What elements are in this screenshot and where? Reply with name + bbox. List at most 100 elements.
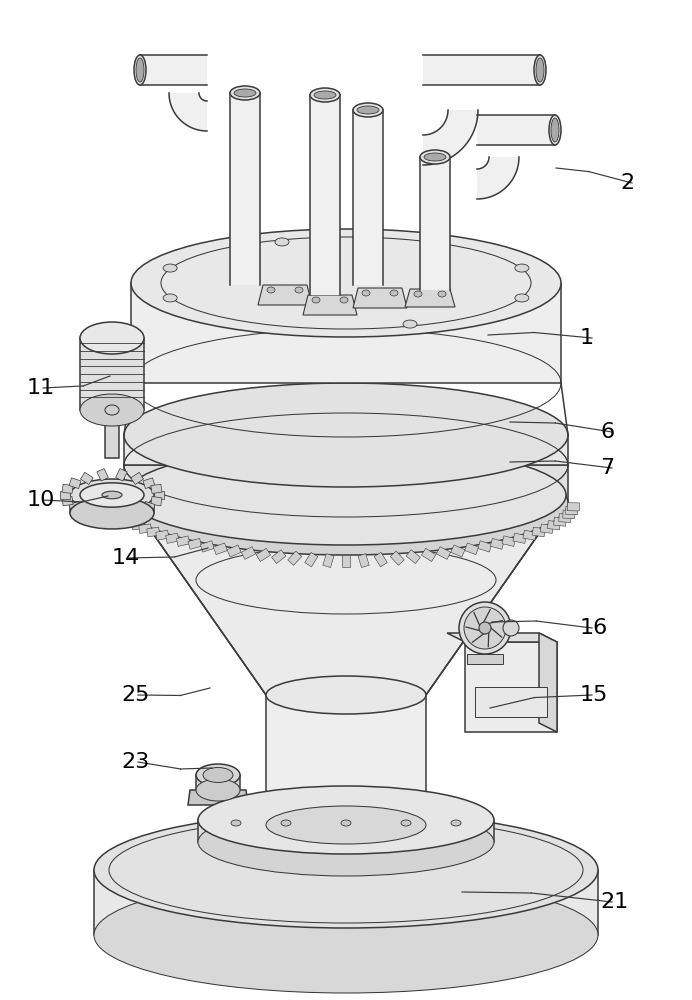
Ellipse shape — [198, 808, 494, 876]
Ellipse shape — [340, 297, 348, 303]
Polygon shape — [94, 870, 598, 935]
Polygon shape — [558, 514, 572, 522]
Ellipse shape — [94, 877, 598, 993]
Ellipse shape — [266, 676, 426, 714]
Ellipse shape — [163, 294, 177, 302]
Text: 6: 6 — [600, 422, 614, 442]
Text: 14: 14 — [111, 548, 140, 568]
Polygon shape — [227, 545, 242, 557]
Polygon shape — [124, 435, 568, 465]
Polygon shape — [126, 495, 566, 695]
Polygon shape — [565, 506, 578, 515]
Polygon shape — [554, 517, 566, 526]
Ellipse shape — [105, 405, 119, 415]
Polygon shape — [230, 93, 260, 285]
Ellipse shape — [163, 264, 177, 272]
Text: 25: 25 — [122, 685, 150, 705]
Ellipse shape — [536, 58, 544, 82]
Polygon shape — [131, 521, 145, 530]
Polygon shape — [147, 527, 160, 537]
Ellipse shape — [102, 491, 122, 499]
Text: 1: 1 — [580, 328, 594, 348]
Polygon shape — [113, 503, 125, 511]
Ellipse shape — [424, 153, 446, 161]
Ellipse shape — [551, 118, 559, 142]
Ellipse shape — [136, 58, 144, 82]
Ellipse shape — [203, 768, 233, 782]
Bar — [467, 654, 503, 664]
Polygon shape — [169, 93, 207, 131]
Polygon shape — [358, 554, 369, 568]
Polygon shape — [143, 478, 155, 489]
Polygon shape — [420, 157, 450, 290]
Text: 11: 11 — [27, 378, 55, 398]
Ellipse shape — [94, 812, 598, 928]
Polygon shape — [353, 288, 407, 308]
Polygon shape — [447, 633, 557, 642]
Ellipse shape — [438, 291, 446, 297]
Polygon shape — [310, 95, 340, 295]
Polygon shape — [567, 503, 579, 511]
Ellipse shape — [196, 779, 240, 801]
Polygon shape — [390, 551, 404, 565]
Ellipse shape — [295, 287, 303, 293]
Ellipse shape — [403, 320, 417, 328]
Polygon shape — [540, 524, 554, 533]
Text: 2: 2 — [620, 173, 634, 193]
Polygon shape — [405, 289, 455, 307]
Ellipse shape — [70, 479, 154, 511]
Polygon shape — [120, 514, 134, 522]
Polygon shape — [138, 524, 152, 533]
Polygon shape — [151, 496, 162, 506]
Ellipse shape — [80, 483, 144, 507]
Ellipse shape — [534, 55, 546, 85]
Text: 16: 16 — [580, 618, 608, 638]
Polygon shape — [271, 550, 286, 564]
Text: 23: 23 — [122, 752, 150, 772]
Polygon shape — [198, 820, 494, 842]
Polygon shape — [342, 555, 350, 567]
Polygon shape — [477, 115, 555, 145]
Polygon shape — [465, 642, 557, 732]
Ellipse shape — [312, 297, 320, 303]
Polygon shape — [513, 533, 527, 543]
Ellipse shape — [420, 150, 450, 164]
Polygon shape — [200, 541, 214, 552]
Ellipse shape — [515, 294, 529, 302]
Ellipse shape — [126, 445, 566, 545]
Ellipse shape — [196, 764, 240, 786]
Polygon shape — [258, 285, 312, 305]
Ellipse shape — [281, 820, 291, 826]
Polygon shape — [69, 501, 81, 512]
Ellipse shape — [310, 88, 340, 102]
Polygon shape — [547, 521, 561, 530]
Ellipse shape — [267, 287, 275, 293]
Ellipse shape — [234, 89, 256, 97]
Polygon shape — [374, 552, 388, 567]
Ellipse shape — [464, 607, 506, 649]
Polygon shape — [478, 541, 492, 552]
Ellipse shape — [414, 291, 422, 297]
Polygon shape — [437, 547, 450, 559]
Polygon shape — [242, 547, 255, 559]
Polygon shape — [523, 530, 536, 540]
Polygon shape — [266, 695, 426, 825]
Polygon shape — [464, 543, 479, 555]
Polygon shape — [539, 633, 557, 732]
Ellipse shape — [401, 820, 411, 826]
Polygon shape — [114, 506, 127, 515]
Ellipse shape — [230, 86, 260, 100]
Polygon shape — [126, 517, 138, 526]
Polygon shape — [406, 550, 421, 564]
Ellipse shape — [80, 322, 144, 354]
Polygon shape — [62, 484, 73, 494]
Polygon shape — [154, 491, 164, 499]
Ellipse shape — [134, 55, 146, 85]
Ellipse shape — [314, 91, 336, 99]
Polygon shape — [140, 55, 207, 85]
Ellipse shape — [341, 820, 351, 826]
Polygon shape — [502, 536, 516, 546]
Ellipse shape — [451, 820, 461, 826]
Ellipse shape — [231, 820, 241, 826]
Polygon shape — [97, 509, 109, 521]
